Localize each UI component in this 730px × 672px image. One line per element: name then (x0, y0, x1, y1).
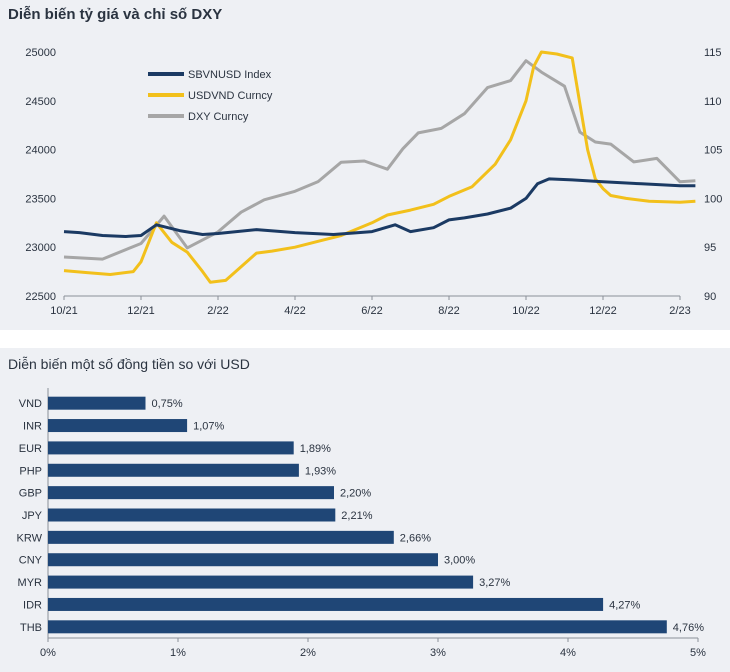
y-right-tick-label: 115 (704, 47, 722, 59)
exchange-rate-dxy-panel: Diễn biến tỷ giá và chỉ số DXY 25000 2450… (0, 0, 730, 330)
bar-krw (48, 530, 394, 544)
bar-myr (48, 575, 474, 589)
bar-cny (48, 553, 438, 567)
value-label: 0,75% (152, 398, 183, 410)
y-left-tick-label: 24000 (25, 145, 56, 157)
bar-inr (48, 419, 188, 433)
x-tick-label: 1% (170, 647, 186, 659)
bar-vnd (48, 396, 146, 410)
value-label: 2,20% (340, 488, 371, 500)
category-label: VND (19, 398, 42, 410)
currency-vs-usd-panel: Diễn biến một số đồng tiền so với USD VN… (0, 348, 730, 672)
bar-eur (48, 441, 294, 455)
y-left-tick-label: 22500 (25, 291, 56, 303)
category-label: KRW (17, 532, 43, 544)
x-tick-label: 6/22 (361, 305, 382, 317)
x-tick-label: 0% (40, 647, 56, 659)
y-right-tick-label: 100 (704, 193, 722, 205)
category-label: EUR (19, 443, 42, 455)
bar-php (48, 463, 299, 477)
y-right-tick-label: 95 (704, 242, 716, 254)
series-line-usdvnd-curncy (63, 50, 696, 284)
category-label: MYR (18, 577, 43, 589)
category-label: THB (20, 622, 42, 634)
category-label: PHP (19, 465, 42, 477)
x-tick-label: 2/22 (207, 305, 228, 317)
x-tick-label: 10/21 (50, 305, 78, 317)
line-chart: 25000 24500 24000 23500 23000 22500 115 110 105 1… (25, 47, 722, 317)
category-label: CNY (19, 555, 43, 567)
bar-gbp (48, 486, 334, 500)
y-left-tick-label: 23500 (25, 193, 56, 205)
y-left-tick-label: 25000 (25, 47, 56, 59)
x-tick-label: 12/21 (127, 305, 155, 317)
category-label: INR (23, 421, 42, 433)
value-label: 4,76% (673, 622, 704, 634)
legend-label: SBVNUSD Index (188, 69, 272, 81)
y-left-tick-label: 24500 (25, 96, 56, 108)
value-label: 1,89% (300, 443, 331, 455)
value-label: 1,07% (193, 421, 224, 433)
x-tick-label: 3% (430, 647, 446, 659)
value-label: 4,27% (609, 599, 640, 611)
series-line-sbvnusd-index (63, 177, 696, 238)
x-tick-label: 10/22 (512, 305, 540, 317)
value-label: 2,21% (341, 510, 372, 522)
category-label: GBP (19, 488, 42, 500)
value-label: 3,27% (479, 577, 510, 589)
x-tick-label: 2/23 (669, 305, 690, 317)
category-label: IDR (23, 599, 42, 611)
y-right-tick-label: 90 (704, 291, 716, 303)
legend-label: USDVND Curncy (188, 90, 273, 102)
value-label: 3,00% (444, 555, 475, 567)
x-tick-label: 12/22 (589, 305, 617, 317)
chart-title-exchange-rate: Diễn biến tỷ giá và chỉ số DXY (8, 6, 223, 23)
x-tick-label: 2% (300, 647, 316, 659)
x-tick-label: 5% (690, 647, 706, 659)
value-label: 1,93% (305, 465, 336, 477)
value-label: 2,66% (400, 532, 431, 544)
y-right-tick-label: 105 (704, 145, 722, 157)
bar-jpy (48, 508, 336, 522)
y-left-tick-label: 23000 (25, 242, 56, 254)
chart-title-currencies: Diễn biến một số đồng tiền so với USD (8, 356, 250, 372)
bar-thb (48, 620, 667, 634)
x-tick-label: 8/22 (438, 305, 459, 317)
legend-label: DXY Curncy (188, 111, 249, 123)
bar-idr (48, 597, 604, 611)
y-right-tick-label: 110 (704, 96, 722, 108)
bar-chart: VND 0,75% INR 1,07% EUR 1,89% PHP 1,93% GBP 2,20%… (17, 388, 706, 659)
series-line-dxy-curncy (63, 59, 696, 261)
x-tick-label: 4% (560, 647, 576, 659)
category-label: JPY (22, 510, 43, 522)
x-tick-label: 4/22 (284, 305, 305, 317)
